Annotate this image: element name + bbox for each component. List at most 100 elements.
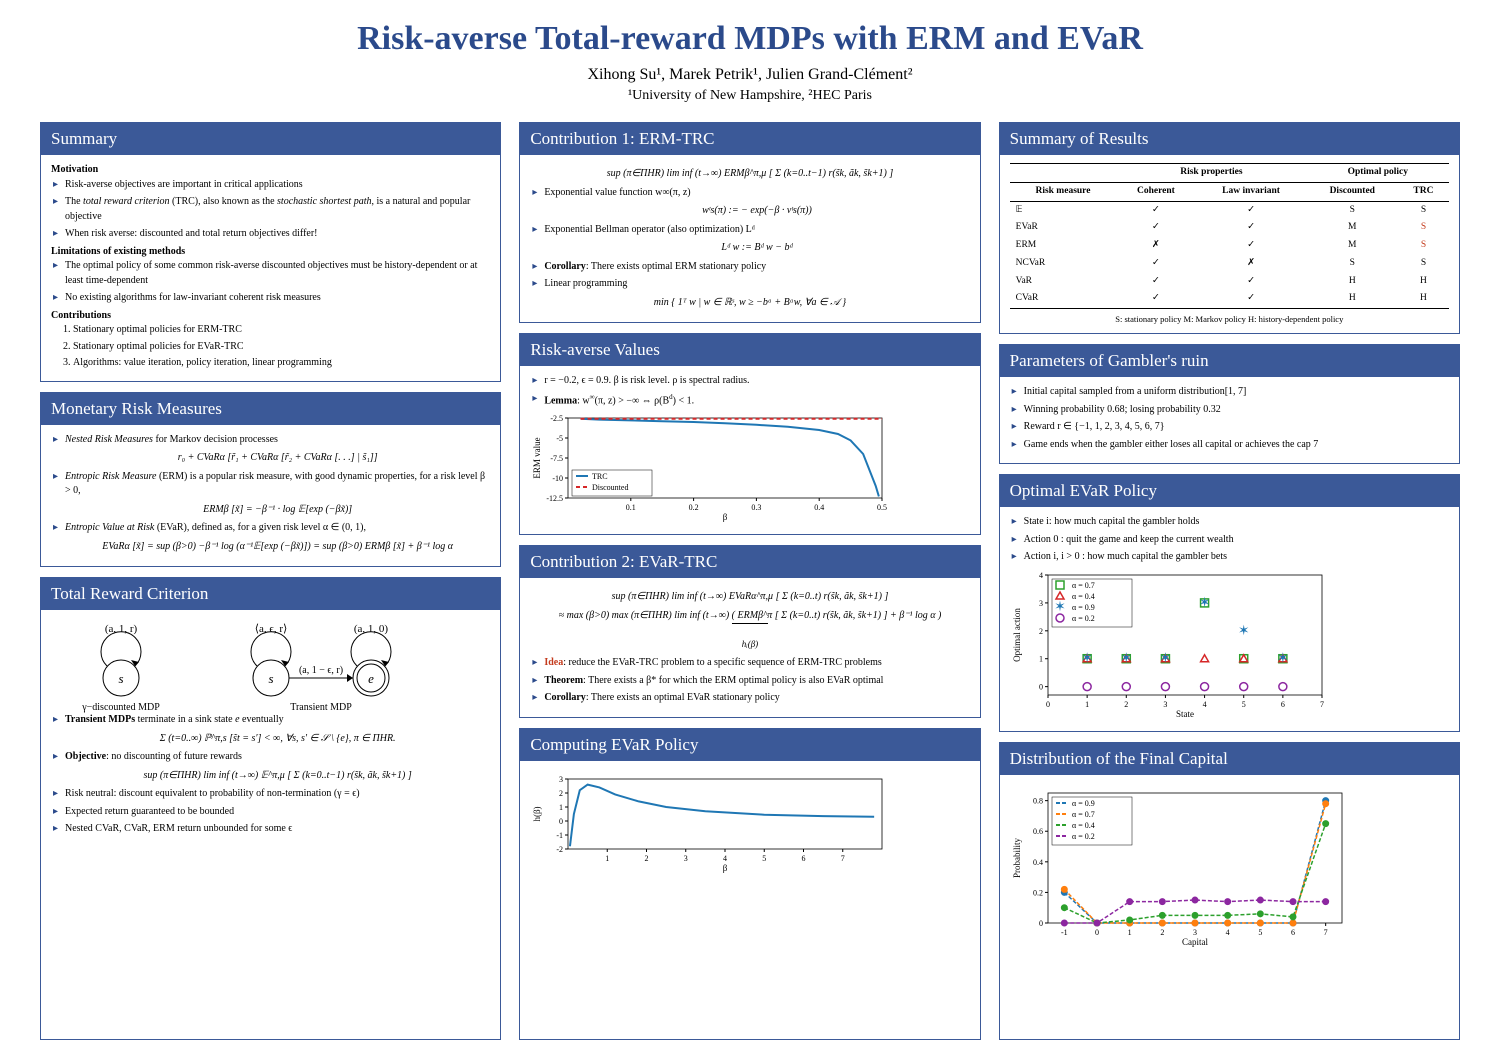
list-item: The optimal policy of some common risk-a… xyxy=(51,259,490,288)
formula: sup (π∈ΠHR) lim inf (t→∞) EVaRα^π,μ [ Σ … xyxy=(530,590,969,605)
label-limitations: Limitations of existing methods xyxy=(51,246,185,257)
svg-text:State: State xyxy=(1176,709,1194,719)
svg-text:7: 7 xyxy=(1323,928,1327,937)
list-item: No existing algorithms for law-invariant… xyxy=(51,291,490,306)
list: r = −0.2, ϵ = 0.9. β is risk level. ρ is… xyxy=(530,374,969,408)
table-cell: S xyxy=(1398,237,1449,255)
formula: EVaRα [x̃] = sup (β>0) −β⁻¹ log (α⁻¹𝔼[ex… xyxy=(65,540,490,555)
node-e: e xyxy=(368,671,374,686)
list-limitations: The optimal policy of some common risk-a… xyxy=(51,259,490,306)
list-item: Expected return guaranteed to be bounded xyxy=(51,805,490,820)
svg-text:-1: -1 xyxy=(557,831,564,840)
list-item: Theorem: There exists a β* for which the… xyxy=(530,674,969,689)
svg-text:1: 1 xyxy=(1127,928,1131,937)
table-cell: S xyxy=(1398,201,1449,219)
block-head: Monetary Risk Measures xyxy=(41,393,500,425)
formula: Lᵈ w := Bᵈ w − bᵈ xyxy=(544,241,969,256)
block-results: Summary of Results Risk properties Optim… xyxy=(999,122,1460,334)
table-cell: H xyxy=(1398,273,1449,291)
table-cell: H xyxy=(1307,273,1398,291)
list-item: Risk-averse objectives are important in … xyxy=(51,178,490,193)
block-summary: Summary Motivation Risk-averse objective… xyxy=(40,122,501,382)
table-cell: CVaR xyxy=(1010,290,1117,308)
block-body: Risk properties Optimal policy Risk meas… xyxy=(1000,155,1459,333)
formula: sup (π∈ΠHR) lim inf (t→∞) ERMβ^π,μ [ Σ (… xyxy=(530,167,969,182)
svg-text:7: 7 xyxy=(1320,700,1324,709)
columns: Summary Motivation Risk-averse objective… xyxy=(0,114,1500,1060)
svg-text:4: 4 xyxy=(1202,700,1206,709)
svg-text:0: 0 xyxy=(1039,683,1043,692)
list-item: Transient MDPs terminate in a sink state… xyxy=(51,713,490,746)
edge-label: (a, 1 − ϵ, r) xyxy=(299,665,343,676)
block-body: 1234567-2-10123βh(β) xyxy=(520,761,979,885)
svg-text:-10: -10 xyxy=(553,474,564,483)
list-item: Exponential value function w∞(π, z) wᵗs(… xyxy=(530,186,969,219)
affiliations: ¹University of New Hampshire, ²HEC Paris xyxy=(0,88,1500,104)
svg-text:3: 3 xyxy=(684,854,688,863)
rav-chart: 0.10.20.30.40.5-12.5-10-7.5-5-2.5βERM va… xyxy=(530,412,969,522)
svg-text:0.3: 0.3 xyxy=(752,503,762,512)
block-rav: Risk-averse Values r = −0.2, ϵ = 0.9. β … xyxy=(519,333,980,535)
list-contributions: Stationary optimal policies for ERM-TRC … xyxy=(51,323,490,371)
svg-text:β: β xyxy=(723,512,728,522)
svg-text:0.5: 0.5 xyxy=(877,503,887,512)
block-body: Initial capital sampled from a uniform d… xyxy=(1000,377,1459,463)
svg-text:α = 0.9: α = 0.9 xyxy=(1072,799,1095,808)
block-head: Risk-averse Values xyxy=(520,334,979,366)
list-item: Entropic Value at Risk (EVaR), defined a… xyxy=(51,521,490,554)
col-head: Discounted xyxy=(1307,182,1398,201)
label-contributions: Contributions xyxy=(51,310,111,321)
block-head: Total Reward Criterion xyxy=(41,578,500,610)
formula: wᵗs(π) := − exp(−β · vᵗs(π)) xyxy=(544,204,969,219)
svg-text:1: 1 xyxy=(1039,655,1043,664)
table-cell: ✓ xyxy=(1116,273,1195,291)
table-cell: ✓ xyxy=(1116,219,1195,237)
svg-text:0.4: 0.4 xyxy=(815,503,825,512)
table-cell: S xyxy=(1307,255,1398,273)
svg-text:Probability: Probability xyxy=(1012,837,1022,877)
column-3: Summary of Results Risk properties Optim… xyxy=(999,122,1460,1040)
list-item: Algorithms: value iteration, policy iter… xyxy=(73,356,490,371)
table-cell: 𝔼 xyxy=(1010,201,1117,219)
block-body: sup (π∈ΠHR) lim inf (t→∞) EVaRα^π,μ [ Σ … xyxy=(520,578,979,717)
svg-text:7: 7 xyxy=(841,854,845,863)
col-head: Coherent xyxy=(1116,182,1195,201)
block-evarpol: Optimal EVaR Policy State i: how much ca… xyxy=(999,474,1460,732)
svg-text:✶: ✶ xyxy=(1198,596,1210,611)
table-cell: ✓ xyxy=(1116,255,1195,273)
table-cell: M xyxy=(1307,237,1398,255)
svg-text:α = 0.2: α = 0.2 xyxy=(1072,832,1095,841)
block-body: sup (π∈ΠHR) lim inf (t→∞) ERMβ^π,μ [ Σ (… xyxy=(520,155,979,322)
svg-text:-7.5: -7.5 xyxy=(551,454,564,463)
table-cell: VaR xyxy=(1010,273,1117,291)
svg-text:-1: -1 xyxy=(1061,928,1068,937)
block-monetary: Monetary Risk Measures Nested Risk Measu… xyxy=(40,392,501,568)
block-head: Computing EVaR Policy xyxy=(520,729,979,761)
list: Exponential value function w∞(π, z) wᵗs(… xyxy=(530,186,969,292)
list-item: State i: how much capital the gambler ho… xyxy=(1010,515,1449,530)
svg-text:4: 4 xyxy=(1039,571,1043,580)
list-item: Nested Risk Measures for Markov decision… xyxy=(51,433,490,466)
table-cell: ✓ xyxy=(1196,201,1307,219)
table-cell: S xyxy=(1398,219,1449,237)
svg-text:6: 6 xyxy=(1281,700,1285,709)
svg-text:4: 4 xyxy=(1225,928,1229,937)
block-head: Summary xyxy=(41,123,500,155)
list-item: The total reward criterion (TRC), also k… xyxy=(51,195,490,224)
block-body: Motivation Risk-averse objectives are im… xyxy=(41,155,500,381)
list: State i: how much capital the gambler ho… xyxy=(1010,515,1449,565)
trc-diagram: s (a, 1, r) γ−discounted MDP s ⟨a, ϵ, r⟩ xyxy=(51,618,431,713)
table-cell: ✓ xyxy=(1196,290,1307,308)
formula: Σ (t=0..∞) ℙ^π,s [s̃t = s′] < ∞, ∀s, s′ … xyxy=(65,732,490,747)
table-cell: S xyxy=(1307,201,1398,219)
svg-text:✶: ✶ xyxy=(1081,652,1093,667)
results-table: Risk properties Optimal policy Risk meas… xyxy=(1010,163,1449,309)
compute-chart: 1234567-2-10123βh(β) xyxy=(530,773,969,873)
svg-text:4: 4 xyxy=(723,854,727,863)
formula: r₀ + CVaRα [r̃₁ + CVaRα [r̃₂ + CVaRα [. … xyxy=(65,451,490,466)
svg-text:5: 5 xyxy=(1241,700,1245,709)
table-cell: ERM xyxy=(1010,237,1117,255)
list-item: Nested CVaR, CVaR, ERM return unbounded … xyxy=(51,822,490,837)
col-group: Risk properties xyxy=(1116,164,1306,183)
list-item: When risk averse: discounted and total r… xyxy=(51,227,490,242)
